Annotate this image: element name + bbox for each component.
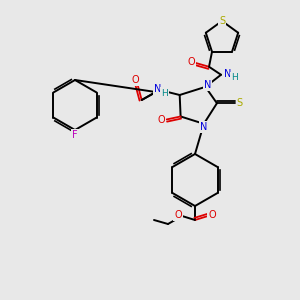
Text: O: O (158, 116, 165, 125)
Text: O: O (187, 57, 195, 67)
Text: O: O (174, 210, 182, 220)
Text: N: N (204, 80, 211, 90)
Text: N: N (154, 84, 161, 94)
Text: O: O (208, 210, 216, 220)
Text: H: H (231, 73, 238, 82)
Text: N: N (200, 122, 208, 132)
Text: N: N (224, 69, 231, 79)
Text: O: O (132, 75, 140, 85)
Text: H: H (161, 88, 168, 98)
Text: S: S (219, 16, 225, 26)
Text: F: F (72, 130, 78, 140)
Text: S: S (237, 98, 243, 108)
